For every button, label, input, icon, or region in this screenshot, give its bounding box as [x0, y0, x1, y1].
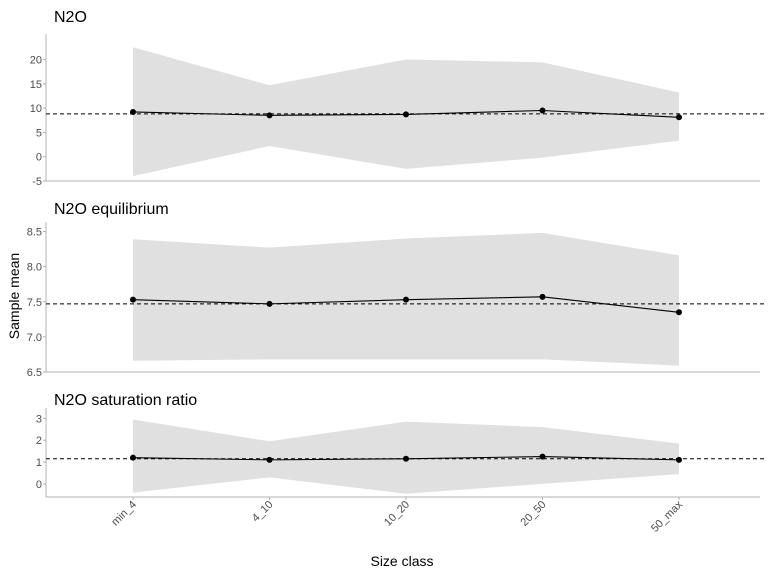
y-tick-label: 0 — [36, 152, 42, 164]
x-tick-label: 4_10 — [250, 499, 276, 525]
y-tick-label: 20 — [30, 54, 42, 66]
data-point — [266, 456, 273, 463]
data-point — [539, 453, 546, 460]
x-tick-label: 20_50 — [519, 499, 549, 529]
panel-3: N2O saturation ratio 0 1 2 3 — [36, 392, 766, 498]
data-point — [539, 293, 546, 300]
data-point — [676, 456, 682, 463]
y-tick-label: 7.5 — [27, 297, 42, 309]
panel-title: N2O saturation ratio — [54, 392, 197, 409]
y-tick-label: 10 — [30, 103, 42, 115]
data-point — [266, 300, 273, 307]
data-point — [130, 108, 136, 115]
y-tick-label: 7.0 — [27, 332, 42, 344]
data-point — [676, 309, 682, 316]
y-tick-label: 8.5 — [27, 227, 42, 239]
data-point — [266, 112, 273, 119]
y-tick-label: 2 — [36, 435, 42, 447]
data-point — [403, 111, 409, 118]
data-point — [676, 114, 682, 121]
y-tick-label: 3 — [36, 413, 42, 425]
x-tick-label: 10_20 — [382, 499, 412, 529]
panel-title: N2O — [54, 9, 87, 26]
y-tick-label: 1 — [36, 457, 42, 469]
x-tick-label: min_4 — [109, 499, 139, 529]
panel-title: N2O equilibrium — [54, 201, 169, 218]
data-point — [539, 107, 546, 114]
panel-1: N2O -5 0 5 10 15 20 — [30, 9, 766, 188]
data-point — [130, 454, 136, 461]
y-tick-label: 15 — [30, 79, 42, 91]
y-axis-title: Sample mean — [6, 253, 22, 339]
panel-2: N2O equilibrium 6.5 7.0 7.5 8.0 8.5 — [27, 201, 766, 379]
y-tick-label: 6.5 — [27, 367, 42, 379]
data-point — [403, 455, 409, 462]
y-tick-label: 8.0 — [27, 262, 42, 274]
y-tick-label: 0 — [36, 479, 42, 491]
data-point — [403, 296, 409, 303]
y-tick-label: 5 — [36, 127, 42, 139]
x-axis-title: Size class — [370, 553, 433, 569]
data-point — [130, 296, 136, 303]
x-tick-label: 50_max — [649, 498, 686, 535]
y-tick-label: -5 — [32, 176, 42, 188]
